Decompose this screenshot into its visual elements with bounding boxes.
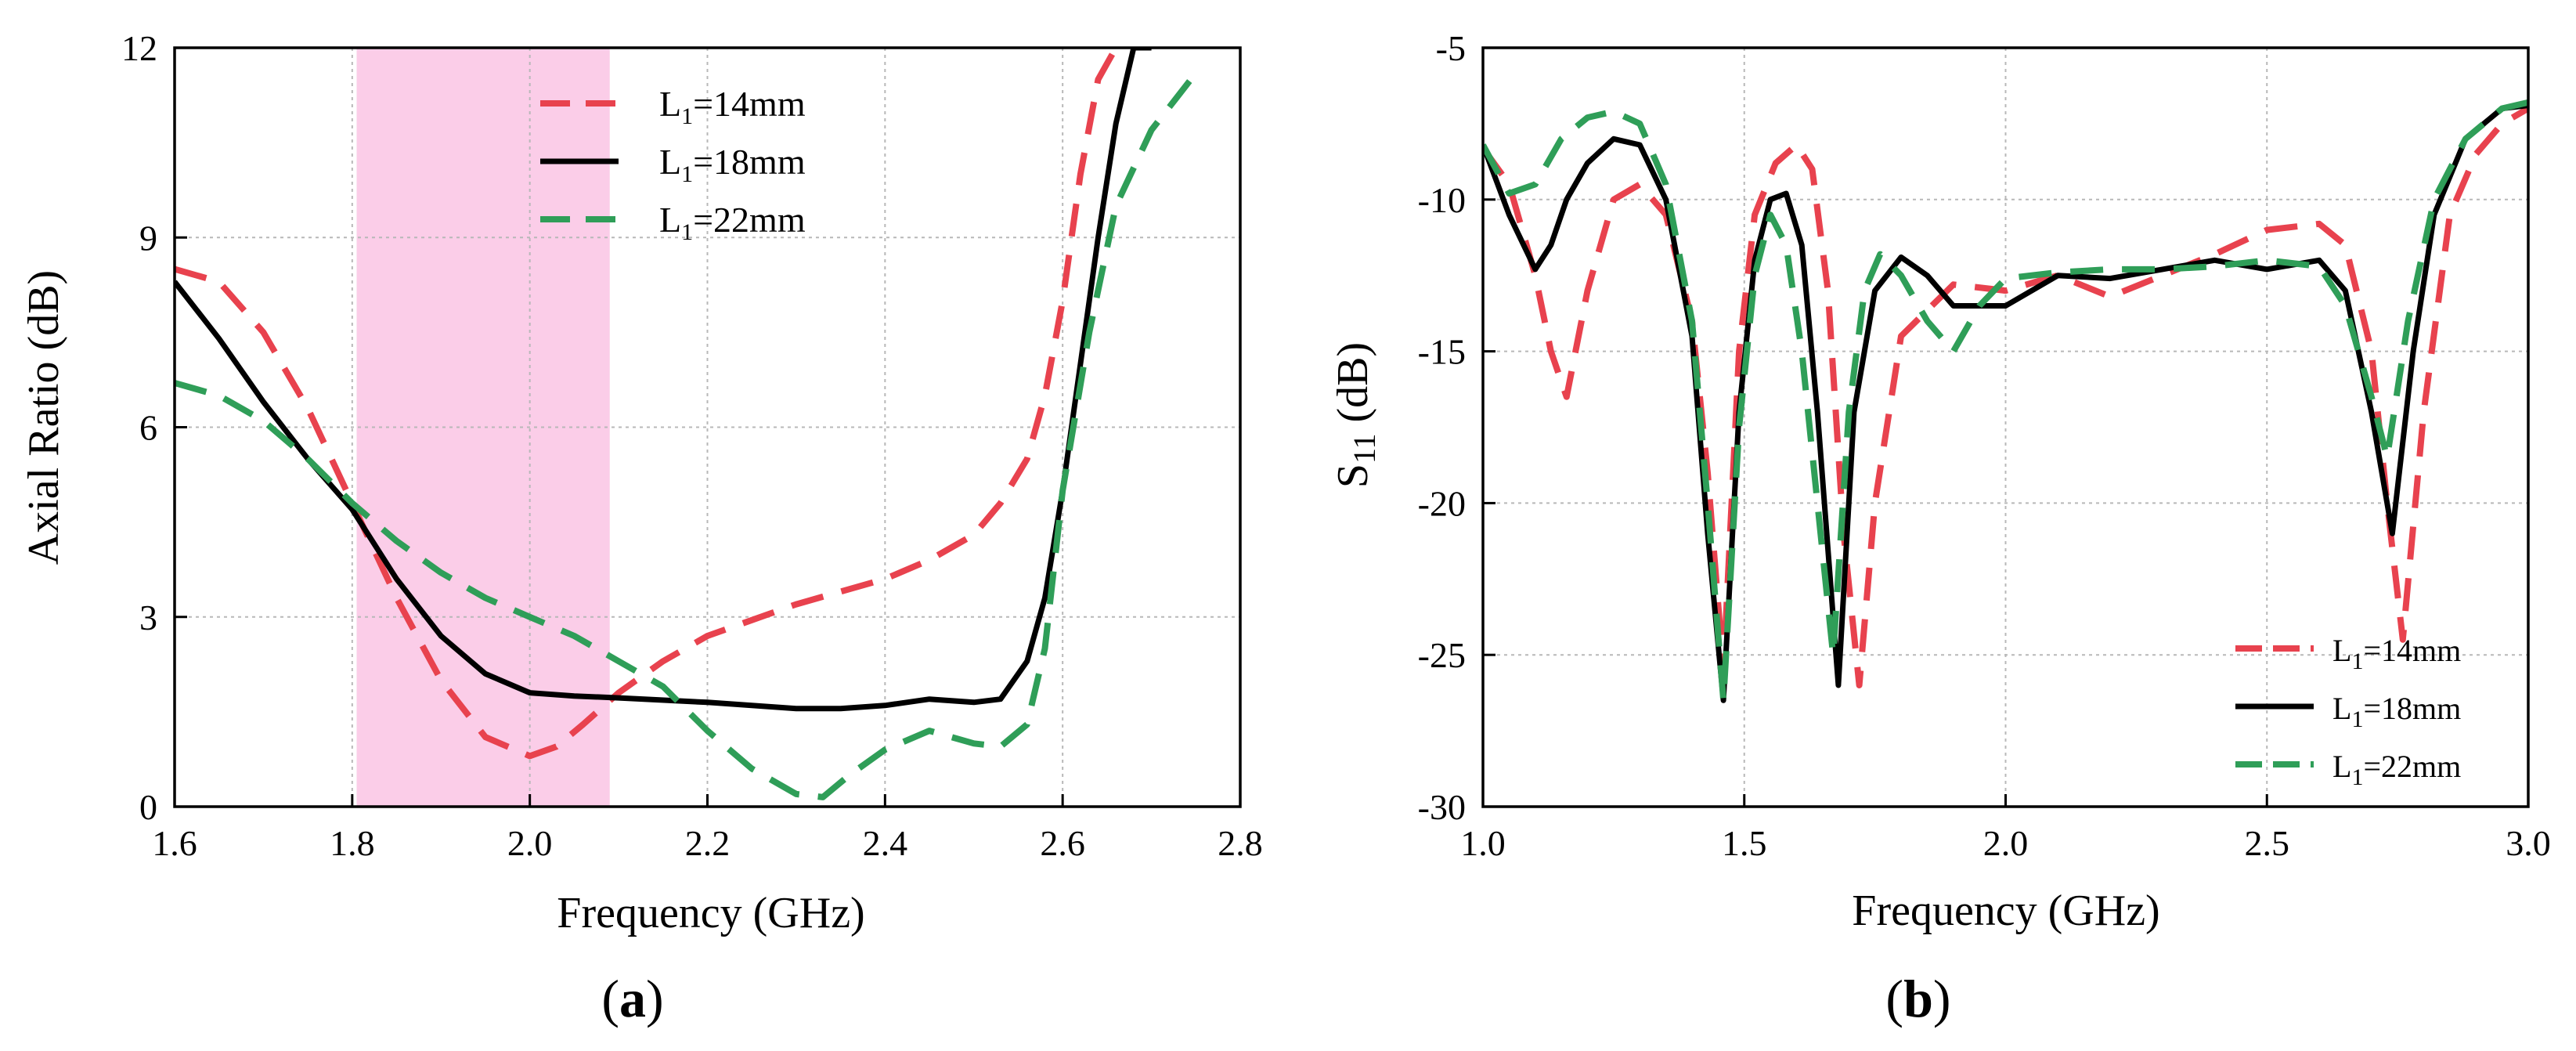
x-tick-label: 1.0 [1460,823,1506,863]
grid-layer [175,48,1240,807]
legend-label-1: L1=18mm [659,142,806,187]
y-tick-label: -20 [1418,483,1466,523]
y-axis-label: Axial Ratio (dB) [20,270,68,565]
series-layer [175,48,1199,800]
x-axis-label: Frequency (GHz) [557,889,864,937]
panel-label-a: (a) [601,969,663,1028]
x-tick-label: 1.8 [330,823,375,863]
x-tick-label: 2.0 [1983,823,2029,863]
grid-layer [1483,48,2528,807]
y-tick-label: 6 [139,408,157,448]
panel-label-b: (b) [1885,969,1950,1028]
series-clip-group [175,48,1199,800]
y-tick-label: -15 [1418,332,1466,372]
legend-label-2: L1=22mm [659,200,806,245]
legend-label-1: L1=18mm [2332,691,2461,732]
y-tick-label: -25 [1418,635,1466,675]
x-tick-label: 1.5 [1722,823,1767,863]
y-tick-label: -30 [1418,787,1466,827]
y-axis-label: S11 (dB) [1329,342,1382,488]
tick-labels-layer: 1.6 1.8 2.0 2.2 2.4 2.6 2.8 0 3 6 9 12 [121,28,1263,863]
y-tick-label: -10 [1418,180,1466,220]
x-tick-label: 2.6 [1040,823,1085,863]
chart-s11: 1.0 1.5 2.0 2.5 3.0 -30 -25 -20 -15 -10 -5 L1=14mm… [1329,28,2551,1028]
y-tick-label: 12 [121,28,157,68]
ticks-layer [173,46,1242,808]
x-tick-label: 2.8 [1218,823,1263,863]
legend: L1=14mm L1=18mm L1=22mm [2235,633,2461,790]
legend: L1=14mm L1=18mm L1=22mm [540,84,806,245]
x-tick-label: 3.0 [2506,823,2551,863]
series-layer [1483,99,2528,704]
x-tick-label: 1.6 [152,823,197,863]
y-tick-label: 3 [139,598,157,637]
y-tick-label: 0 [139,787,157,827]
series-line-0 [175,48,1119,760]
series-line-2 [175,70,1199,800]
tick-labels-layer: 1.0 1.5 2.0 2.5 3.0 -30 -25 -20 -15 -10 -5 [1418,28,2551,863]
x-tick-label: 2.5 [2245,823,2290,863]
legend-label-0: L1=14mm [2332,633,2461,674]
x-axis-label: Frequency (GHz) [1852,887,2159,935]
ticks-layer [1481,46,2530,808]
series-clip-group [1483,99,2528,704]
x-tick-label: 2.2 [685,823,731,863]
legend-label-2: L1=22mm [2332,749,2461,790]
chart-axial-ratio: 1.6 1.8 2.0 2.2 2.4 2.6 2.8 0 3 6 9 12 L1=14mm L1=18… [20,28,1263,1028]
legend-label-0: L1=14mm [659,84,806,129]
y-tick-label: -5 [1436,28,1466,68]
series-line-2 [1483,99,2528,704]
x-tick-label: 2.0 [507,823,553,863]
shaded-band-layer [356,48,610,807]
series-line-0 [1483,106,2528,688]
shaded-frequency-band [356,48,610,807]
y-tick-label: 9 [139,218,157,258]
x-tick-label: 2.4 [863,823,908,863]
